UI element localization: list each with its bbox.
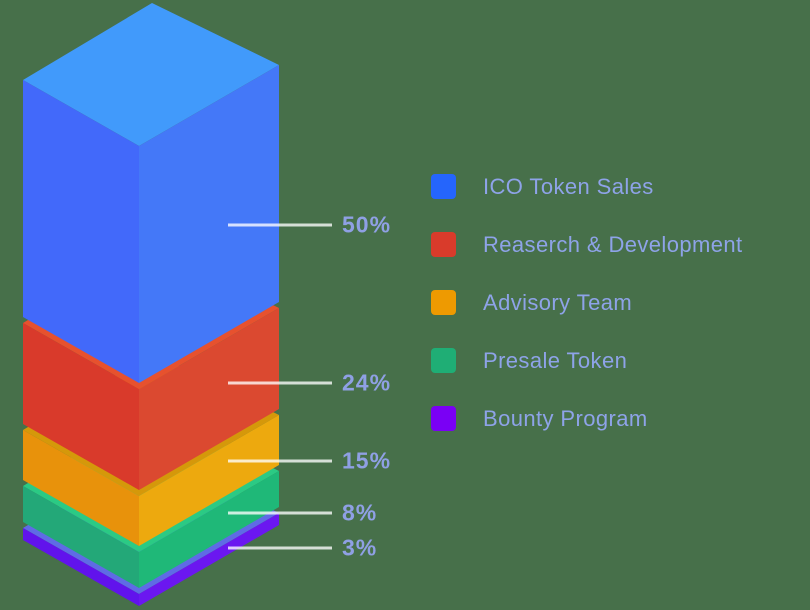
legend-label: Bounty Program <box>483 405 648 431</box>
legend-swatch-red <box>431 232 456 257</box>
value-label-ico-token-sales: 50% <box>342 211 392 238</box>
segment-presale-token-left-face <box>23 486 139 588</box>
segment-ico-token-sales-right-face <box>139 65 279 383</box>
value-label-advisory-team: 15% <box>342 447 392 474</box>
legend-swatch-green <box>431 348 456 373</box>
segment-ico-token-sales-top-face <box>23 3 279 146</box>
legend-label: Advisory Team <box>483 289 633 315</box>
value-label-presale-token: 8% <box>342 499 378 526</box>
value-label-bounty-program: 3% <box>342 534 378 561</box>
segment-presale-token-right-face <box>139 471 279 588</box>
legend-swatch-orange <box>431 290 456 315</box>
legend-label: Presale Token <box>483 347 628 373</box>
segment-ico-token-sales-left-face <box>23 80 139 383</box>
legend-label: Reaserch & Development <box>483 231 743 257</box>
legend-label: ICO Token Sales <box>483 173 654 199</box>
segment-reaserch-development-left-face <box>23 323 139 490</box>
segment-advisory-team-right-face <box>139 415 279 546</box>
legend-item-reaserch-development: Reaserch & Development <box>431 232 742 257</box>
segment-reaserch-development-right-face <box>139 308 279 490</box>
segment-bounty-program-right-face <box>139 513 279 606</box>
segment-advisory-team-left-face <box>23 430 139 546</box>
legend-item-advisory-team: Advisory Team <box>431 290 742 315</box>
legend-item-ico-token-sales: ICO Token Sales <box>431 174 742 199</box>
segment-bounty-program-left-face <box>23 528 139 606</box>
legend-swatch-purple <box>431 406 456 431</box>
legend: ICO Token Sales Reaserch & Development A… <box>431 174 742 431</box>
value-label-reaserch-development: 24% <box>342 369 392 396</box>
legend-item-presale-token: Presale Token <box>431 348 742 373</box>
legend-item-bounty-program: Bounty Program <box>431 406 742 431</box>
legend-swatch-blue <box>431 174 456 199</box>
